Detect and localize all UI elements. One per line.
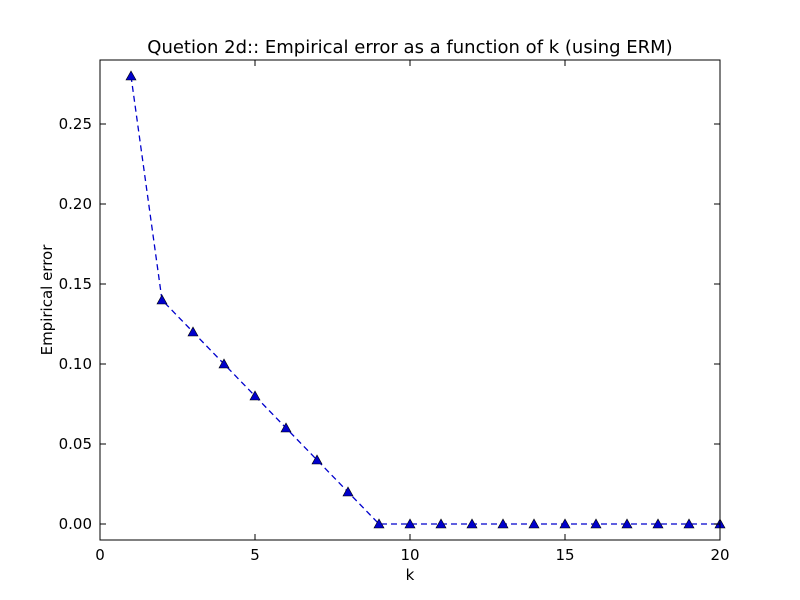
x-tick-label: 15: [555, 546, 574, 564]
data-point-marker: [187, 326, 199, 337]
x-axis-label: k: [406, 566, 415, 584]
data-point-marker: [528, 518, 540, 529]
y-tick-label: 0.05: [59, 435, 92, 453]
x-tick-label: 20: [710, 546, 729, 564]
y-tick-label: 0.10: [59, 355, 92, 373]
y-tick-label: 0.25: [59, 115, 92, 133]
y-tick-label: 0.15: [59, 275, 92, 293]
data-point-marker: [311, 454, 323, 465]
x-tick-label: 10: [400, 546, 419, 564]
data-point-marker: [125, 70, 137, 81]
x-tick-label: 0: [95, 546, 105, 564]
data-point-marker: [373, 518, 385, 529]
data-point-marker: [466, 518, 478, 529]
y-tick-label: 0.20: [59, 195, 92, 213]
chart-title: Quetion 2d:: Empirical error as a functi…: [147, 37, 672, 58]
data-point-marker: [683, 518, 695, 529]
data-point-marker: [249, 390, 261, 401]
x-tick-label: 5: [250, 546, 260, 564]
data-point-marker: [404, 518, 416, 529]
series-line: [130, 75, 720, 525]
data-point-marker: [652, 518, 664, 529]
data-point-marker: [218, 358, 230, 369]
axis-ticks: 0 5 10 15 20 0.00 0.05 0.10 0.15 0.20 0.25: [59, 60, 730, 564]
y-tick-label: 0.00: [59, 515, 92, 533]
axes-frame: [99, 59, 721, 541]
data-point-marker: [435, 518, 447, 529]
data-point-marker: [497, 518, 509, 529]
data-point-marker: [559, 518, 571, 529]
plot-area: [125, 70, 726, 529]
data-point-marker: [156, 294, 168, 305]
data-point-marker: [590, 518, 602, 529]
data-point-marker: [621, 518, 633, 529]
data-point-marker: [280, 422, 292, 433]
data-point-marker: [342, 486, 354, 497]
y-axis-label: Empirical error: [38, 244, 56, 356]
